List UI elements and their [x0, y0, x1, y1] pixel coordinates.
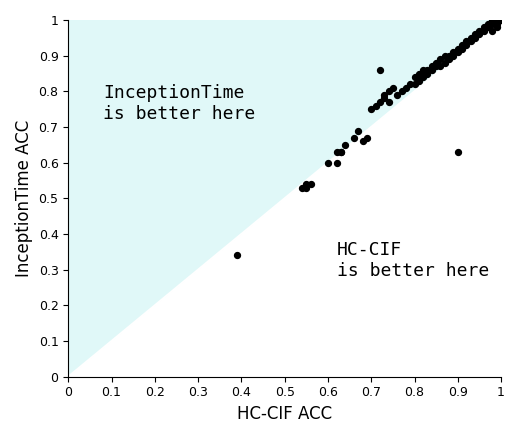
Point: [466, 38, 475, 45]
Point: [419, 74, 427, 81]
Point: [488, 20, 497, 27]
Point: [337, 148, 345, 155]
Point: [449, 52, 458, 59]
Point: [419, 67, 427, 74]
Point: [436, 56, 445, 63]
Point: [440, 59, 449, 66]
Point: [466, 34, 475, 41]
Point: [479, 27, 488, 34]
Point: [298, 184, 306, 191]
Point: [492, 20, 501, 27]
Point: [233, 252, 241, 259]
Point: [488, 27, 497, 34]
Point: [427, 67, 436, 74]
Point: [432, 59, 440, 66]
Point: [445, 52, 453, 59]
Point: [306, 180, 315, 187]
Point: [462, 42, 471, 49]
Point: [393, 92, 401, 99]
Y-axis label: InceptionTime ACC: InceptionTime ACC: [15, 120, 33, 277]
Point: [363, 134, 371, 141]
Polygon shape: [68, 20, 501, 377]
Point: [445, 56, 453, 63]
Point: [302, 184, 310, 191]
Point: [458, 42, 466, 49]
Point: [440, 52, 449, 59]
Point: [475, 31, 484, 38]
Point: [341, 141, 349, 148]
Point: [427, 63, 436, 70]
Point: [432, 63, 440, 70]
Point: [479, 24, 488, 31]
Point: [350, 134, 358, 141]
Point: [453, 148, 462, 155]
Point: [492, 17, 501, 24]
Point: [367, 106, 375, 113]
Point: [380, 95, 388, 102]
Point: [484, 24, 492, 31]
Point: [492, 24, 501, 31]
Point: [389, 84, 397, 91]
Point: [384, 99, 393, 106]
Point: [458, 45, 466, 52]
Point: [453, 49, 462, 56]
Point: [376, 67, 384, 74]
Point: [462, 38, 471, 45]
Point: [406, 81, 414, 88]
Point: [436, 63, 445, 70]
Point: [358, 138, 367, 145]
Point: [484, 20, 492, 27]
Point: [324, 159, 332, 166]
X-axis label: HC-CIF ACC: HC-CIF ACC: [237, 405, 332, 423]
Point: [475, 27, 484, 34]
Point: [371, 102, 380, 109]
Point: [414, 77, 423, 84]
Text: InceptionTime
is better here: InceptionTime is better here: [103, 84, 255, 123]
Point: [401, 84, 410, 91]
Point: [423, 70, 432, 77]
Point: [471, 34, 479, 41]
Point: [376, 99, 384, 106]
Point: [488, 17, 497, 24]
Point: [332, 159, 341, 166]
Point: [354, 127, 362, 134]
Point: [380, 92, 388, 99]
Point: [332, 148, 341, 155]
Text: HC-CIF
is better here: HC-CIF is better here: [336, 241, 489, 280]
Point: [471, 31, 479, 38]
Point: [410, 74, 419, 81]
Point: [397, 88, 406, 95]
Point: [414, 70, 423, 77]
Point: [497, 17, 505, 24]
Point: [302, 180, 310, 187]
Point: [449, 49, 458, 56]
Point: [384, 88, 393, 95]
Point: [410, 81, 419, 88]
Point: [337, 148, 345, 155]
Point: [453, 45, 462, 52]
Point: [423, 67, 432, 74]
